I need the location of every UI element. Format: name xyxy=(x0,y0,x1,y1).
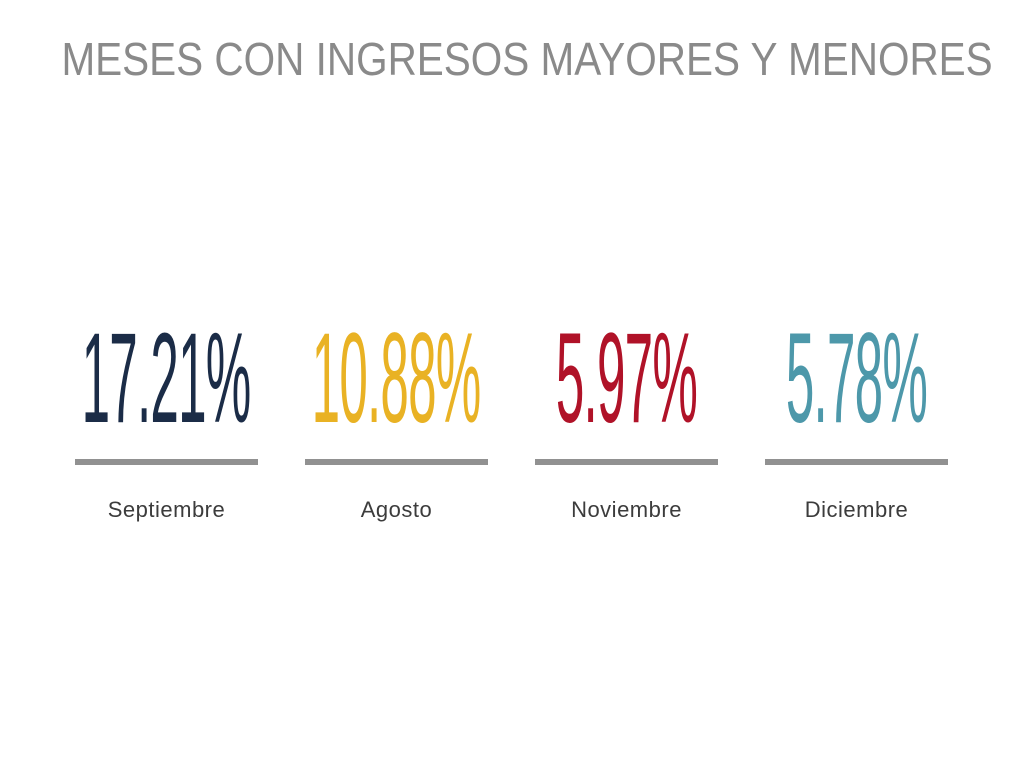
stat-card-septiembre: 17.21% Septiembre xyxy=(75,315,258,523)
stat-label: Septiembre xyxy=(107,497,226,522)
stat-underline xyxy=(765,459,948,465)
stats-row: 17.21% Septiembre 10.88% Agosto 5.97% No… xyxy=(75,315,948,523)
page-title: MESES CON INGRESOS MAYORES Y MENORES xyxy=(61,33,993,85)
stat-value: 5.97% xyxy=(555,307,698,450)
stat-underline xyxy=(75,459,258,465)
stat-label: Noviembre xyxy=(571,497,682,522)
stat-value: 5.78% xyxy=(785,307,928,450)
stat-underline xyxy=(535,459,718,465)
stat-card-noviembre: 5.97% Noviembre xyxy=(535,315,718,523)
stat-value: 17.21% xyxy=(82,307,252,450)
stat-label: Agosto xyxy=(360,497,433,522)
stat-card-agosto: 10.88% Agosto xyxy=(305,315,488,523)
stat-label: Diciembre xyxy=(804,497,909,522)
stat-card-diciembre: 5.78% Diciembre xyxy=(765,315,948,523)
stat-value: 10.88% xyxy=(312,307,482,450)
stat-underline xyxy=(305,459,488,465)
